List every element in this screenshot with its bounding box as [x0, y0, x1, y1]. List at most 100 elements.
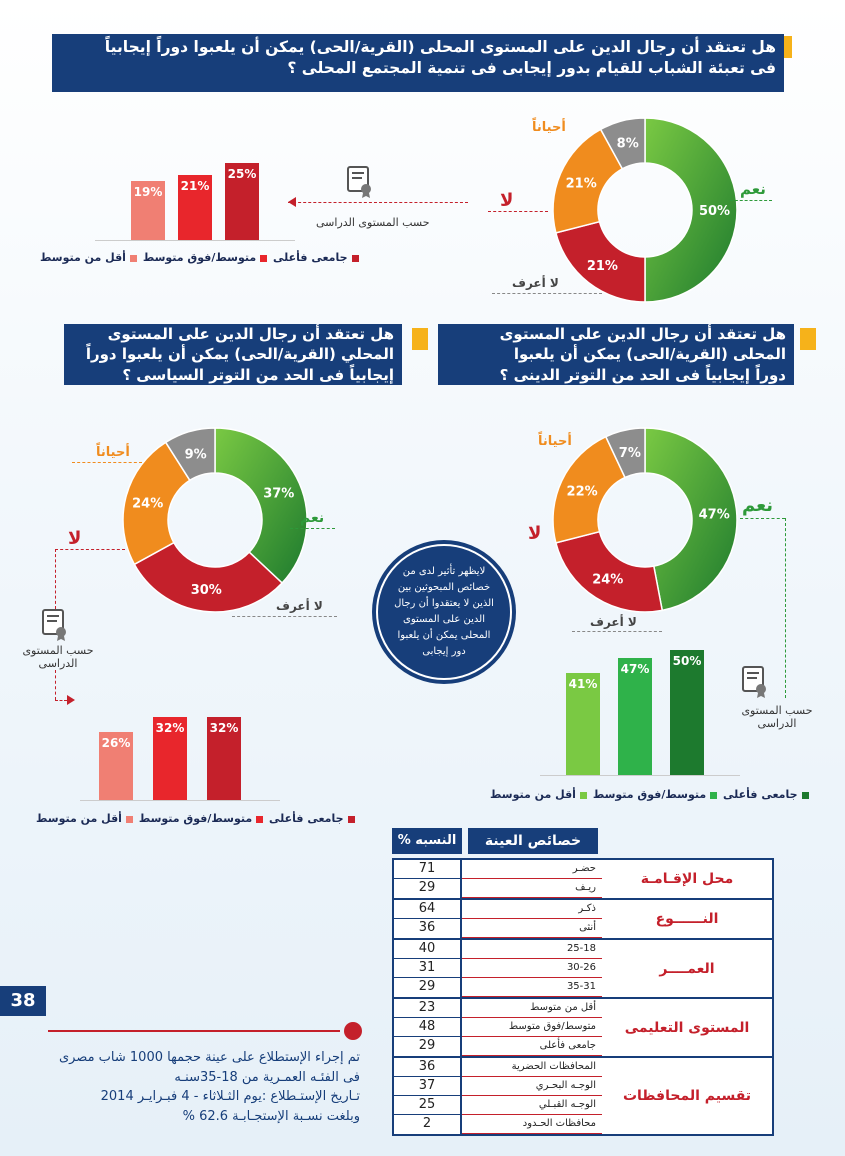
- bar: 47%: [618, 657, 652, 775]
- sample-value: 29: [394, 977, 460, 996]
- by-education-label: حسب المستوى الدراسى: [316, 216, 430, 229]
- donut-slice: [122, 441, 191, 566]
- legend-q2: جامعى فأعلى متوسط/فوق متوسط أقل من متوسط: [490, 788, 811, 801]
- label-yes: نعم: [742, 495, 774, 516]
- footer-note: تم إجراء الإستطلاع على عينة حجمها 1000 ش…: [40, 1048, 360, 1126]
- question-line: هل تعتقد أن رجال الدين على المستوى: [107, 325, 394, 343]
- label-sometimes: أحياناً: [96, 445, 130, 460]
- slice-label: 24%: [592, 573, 623, 588]
- sample-value: 40: [418, 941, 436, 956]
- sample-group-name: محل الإقـامـة: [640, 871, 734, 887]
- leader-line: [55, 549, 56, 609]
- bar-label: 32%: [209, 720, 239, 735]
- bar: 25%: [225, 162, 259, 240]
- slice-label: 8%: [617, 137, 639, 152]
- bar: 41%: [566, 672, 600, 775]
- legend-swatch: [256, 815, 264, 823]
- legend-item: جامعى فأعلى: [273, 251, 348, 264]
- donut-slice: [164, 427, 216, 482]
- label-no: لا: [68, 528, 82, 549]
- footer-bullet-icon: [344, 1022, 362, 1040]
- bar-label: 25%: [227, 166, 257, 181]
- legend-item: جامعى فأعلى: [269, 812, 344, 825]
- sample-label: الوجـه القبـلي: [462, 1096, 602, 1115]
- donut-slice: [644, 117, 738, 303]
- sample-value: 37: [394, 1076, 460, 1095]
- bar-label: 47%: [620, 661, 650, 676]
- leader-line: [290, 528, 335, 529]
- certificate-icon: [740, 665, 770, 699]
- sample-group: 71 29 حضـر ريـف محل الإقـامـة: [394, 860, 772, 898]
- bar: 32%: [207, 716, 241, 800]
- balloon-text: لايظهر تأثير لدى من خصائص المبحوثين بين …: [394, 566, 494, 657]
- sample-group-name: العمــــر: [659, 960, 715, 977]
- sample-value: 48: [394, 1017, 460, 1036]
- sample-group: 23 48 29 أقل من متوسط متوسط/فوق متوسط جامعى ف…: [394, 997, 772, 1056]
- legend-swatch: [351, 254, 359, 262]
- label-sometimes: أحياناً: [532, 120, 566, 135]
- bar-label: 32%: [155, 720, 185, 735]
- question-marker: [412, 328, 428, 350]
- by-education-label: حسب المستوى الدراسى: [22, 644, 94, 670]
- sample-header: النسبه % خصائص العينة: [392, 828, 812, 856]
- sample-group-name: تقسيم المحافظات: [622, 1088, 752, 1104]
- slice-label: 7%: [619, 446, 641, 461]
- legend-item: أقل من متوسط: [36, 812, 122, 825]
- donut-chart-q3: 37% 30% 24% 9%: [122, 427, 308, 613]
- sample-value: 36: [418, 1059, 436, 1074]
- sample-group-name: النــــــوع: [655, 911, 719, 927]
- legend-swatch: [129, 254, 137, 262]
- sample-label: الوجـه البحـري: [462, 1077, 602, 1096]
- footer-rule: [48, 1030, 340, 1032]
- footer-line: تـاريخ الإستـطلاع :يوم الثـلاثاء - 4 فبـ…: [100, 1089, 360, 1104]
- sample-value: 36: [394, 918, 460, 937]
- leader-line: [232, 616, 337, 617]
- slice-label: 24%: [132, 497, 163, 512]
- slice-label: 50%: [699, 204, 730, 219]
- question-line: المحلى (القرية/الحى) يمكن أن يلعبوا: [513, 345, 786, 364]
- donut-slice: [644, 427, 738, 612]
- sample-label: أنثى: [462, 919, 602, 938]
- pct-header: النسبه %: [392, 828, 462, 854]
- question-line: هل تعتقد أن رجال الدين على المستوى: [499, 325, 786, 343]
- slice-label: 30%: [191, 583, 222, 598]
- footer-line: وبلغت نسـبة الإستجـابـة 62.6 %: [182, 1108, 360, 1124]
- label-dont-know: لا أعرف: [512, 276, 559, 290]
- question-marker: [800, 328, 816, 350]
- sample-value: 2: [394, 1114, 460, 1133]
- legend-item: متوسط/فوق متوسط: [142, 251, 257, 264]
- question-line: هل تعتقد أن رجال الدين على المستوى المحل…: [104, 38, 776, 56]
- slice-label: 21%: [566, 176, 597, 191]
- slice-label: 21%: [587, 259, 618, 274]
- certificate-icon: [40, 608, 70, 642]
- axis-line: [540, 775, 740, 776]
- question-title-3: هل تعتقد أن رجال الدين على المستوى المحل…: [64, 324, 402, 385]
- sample-title: خصائص العينة: [468, 828, 598, 854]
- bar: 50%: [670, 650, 704, 775]
- bar: 19%: [131, 181, 165, 240]
- question-line: دوراً إيجابياً فى الحد من التوتر الدينى …: [499, 365, 786, 384]
- donut-slice: [552, 128, 624, 234]
- sample-table: 71 29 حضـر ريـف محل الإقـامـة 64 36 ذكـر أنثى الن…: [392, 858, 774, 1136]
- question-line: المحلي (القرية/الحى) يمكن أن يلعبوا دورا…: [85, 345, 394, 364]
- sample-value: 31: [394, 958, 460, 977]
- arrow-left: [288, 202, 468, 203]
- sample-label: متوسط/فوق متوسط: [462, 1018, 602, 1037]
- bar-label: 19%: [133, 185, 163, 200]
- bar-chart-q2: 41% 47% 50%: [560, 620, 710, 775]
- donut-slice: [554, 530, 664, 613]
- label-yes: نعم: [300, 510, 325, 526]
- sample-value: 23: [418, 1000, 436, 1015]
- sample-label: المحافظات الحضرية: [462, 1058, 602, 1077]
- leader-line: [72, 462, 142, 463]
- leader-line: [492, 293, 602, 294]
- donut-slice: [214, 427, 308, 585]
- leader-line: [488, 211, 548, 212]
- sample-value: 29: [394, 1036, 460, 1055]
- legend-q1: جامعى فأعلى متوسط/فوق متوسط أقل من متوسط: [40, 251, 361, 264]
- legend-item: متوسط/فوق متوسط: [138, 812, 253, 825]
- label-dont-know: لا أعرف: [276, 599, 323, 613]
- by-education-label: حسب المستوى الدراسى: [741, 704, 813, 730]
- bar: 21%: [178, 174, 212, 240]
- sample-label: 30-26: [462, 959, 602, 978]
